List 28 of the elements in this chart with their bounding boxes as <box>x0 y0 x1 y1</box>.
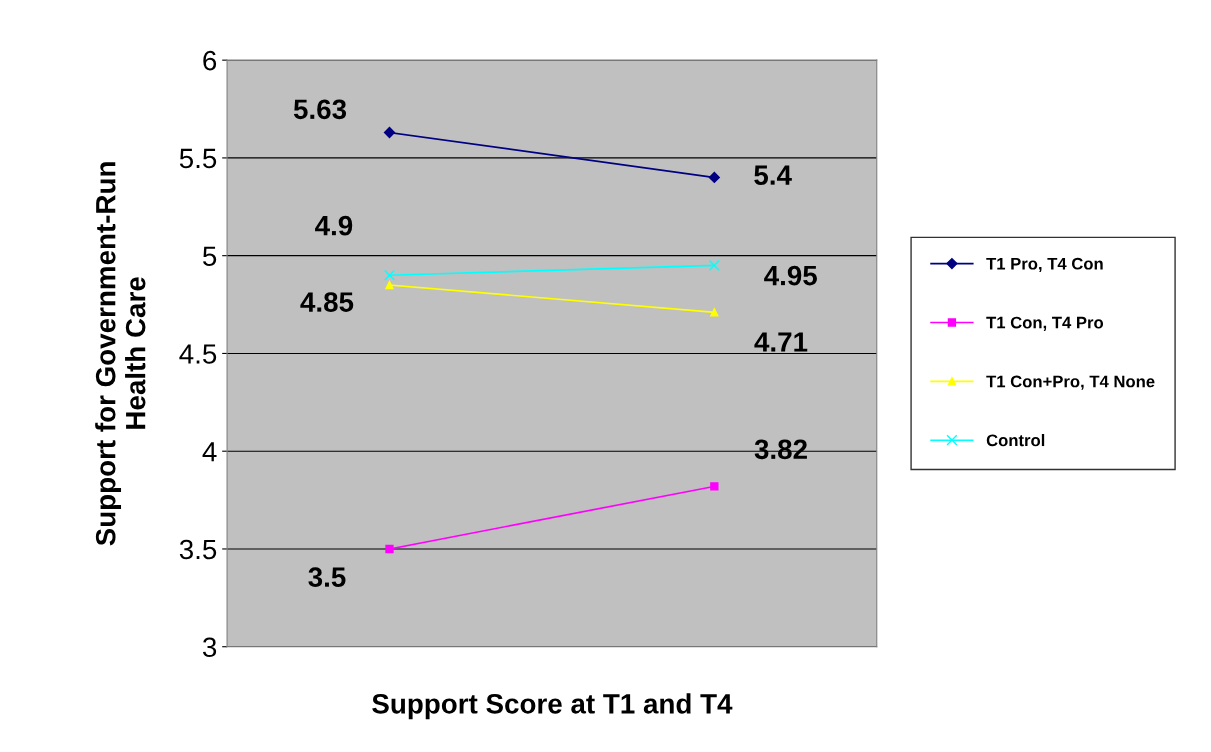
data-label: 5.4 <box>754 165 792 185</box>
point <box>383 269 396 281</box>
y-tick-label: 4 <box>202 442 217 462</box>
legend-label: Control <box>986 433 1045 447</box>
y-tick-label: 3.5 <box>179 539 217 560</box>
data-label: 4.9 <box>315 215 353 236</box>
legend-label: T1 Pro, T4 Con <box>986 257 1103 273</box>
y-tick-label: 5 <box>203 246 217 267</box>
x-axis-title: Support Score at T1 and T4 <box>372 693 733 720</box>
y-tick-label: 4.5 <box>179 344 217 364</box>
point <box>383 126 396 139</box>
y-tick-label: 6 <box>203 50 217 71</box>
y-tick-label: 3 <box>202 637 217 658</box>
point <box>710 308 719 317</box>
point <box>385 544 394 554</box>
data-label: 5.63 <box>293 99 347 120</box>
point <box>385 280 394 290</box>
legend-label: T1 Con, T4 Pro <box>986 316 1104 331</box>
data-label: 4.85 <box>300 292 354 312</box>
y-tick-label: 5.5 <box>179 148 217 169</box>
y-axis-title: Support for Government-Run Health Care <box>95 162 146 546</box>
point <box>710 482 719 491</box>
point <box>708 171 720 184</box>
legend-label: T1 Con+Pro, T4 None <box>986 375 1155 390</box>
point <box>708 259 720 272</box>
data-label: 4.71 <box>754 332 808 352</box>
data-label: 4.95 <box>764 265 817 286</box>
data-label: 3.5 <box>308 567 346 588</box>
